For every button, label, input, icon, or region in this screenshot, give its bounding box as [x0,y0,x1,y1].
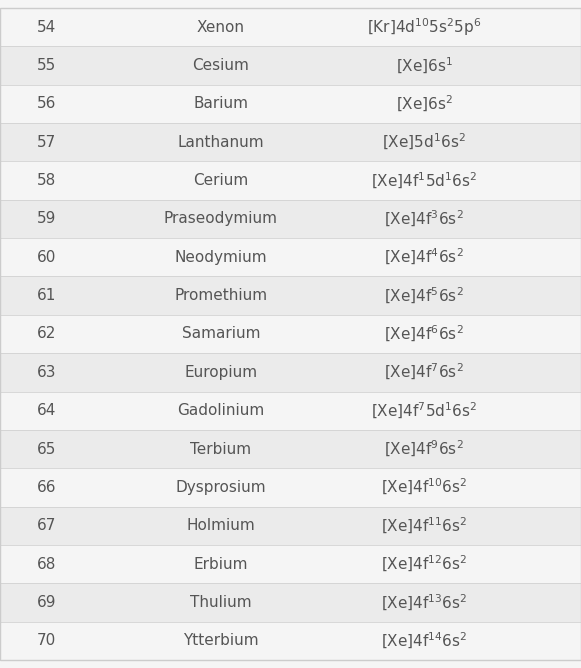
Text: 70: 70 [37,633,56,649]
Text: Neodymium: Neodymium [174,250,267,265]
Text: Terbium: Terbium [190,442,252,456]
Text: $\mathregular{[Xe]4f^{3}6s^{2}}$: $\mathregular{[Xe]4f^{3}6s^{2}}$ [384,209,464,229]
FancyBboxPatch shape [0,391,581,430]
Text: $\mathregular{[Xe]4f^{7}5d^{1}6s^{2}}$: $\mathregular{[Xe]4f^{7}5d^{1}6s^{2}}$ [371,401,478,421]
Text: 63: 63 [37,365,56,380]
Text: 66: 66 [37,480,56,495]
Text: Samarium: Samarium [181,327,260,341]
Text: Erbium: Erbium [193,556,248,572]
Text: 54: 54 [37,19,56,35]
FancyBboxPatch shape [0,8,581,46]
Text: Thulium: Thulium [190,595,252,610]
FancyBboxPatch shape [0,468,581,506]
Text: Gadolinium: Gadolinium [177,403,264,418]
Text: 60: 60 [37,250,56,265]
Text: Barium: Barium [193,96,248,112]
Text: 57: 57 [37,135,56,150]
Text: 59: 59 [37,212,56,226]
Text: $\mathregular{[Xe]4f^{4}6s^{2}}$: $\mathregular{[Xe]4f^{4}6s^{2}}$ [384,247,464,267]
Text: $\mathregular{[Xe]5d^{1}6s^{2}}$: $\mathregular{[Xe]5d^{1}6s^{2}}$ [382,132,466,152]
FancyBboxPatch shape [0,123,581,162]
FancyBboxPatch shape [0,238,581,277]
Text: $\mathregular{[Xe]4f^{13}6s^{2}}$: $\mathregular{[Xe]4f^{13}6s^{2}}$ [381,593,467,613]
FancyBboxPatch shape [0,46,581,85]
FancyBboxPatch shape [0,162,581,200]
Text: $\mathregular{[Xe]4f^{11}6s^{2}}$: $\mathregular{[Xe]4f^{11}6s^{2}}$ [381,516,467,536]
Text: 62: 62 [37,327,56,341]
Text: $\mathregular{[Xe]4f^{10}6s^{2}}$: $\mathregular{[Xe]4f^{10}6s^{2}}$ [381,478,467,498]
Text: Holmium: Holmium [187,518,255,533]
Text: 68: 68 [37,556,56,572]
Text: $\mathregular{[Xe]4f^{12}6s^{2}}$: $\mathregular{[Xe]4f^{12}6s^{2}}$ [381,554,467,574]
FancyBboxPatch shape [0,622,581,660]
Text: Dysprosium: Dysprosium [175,480,266,495]
Text: $\mathregular{[Xe]6s^{2}}$: $\mathregular{[Xe]6s^{2}}$ [396,94,453,114]
Text: $\mathregular{[Xe]4f^{14}6s^{2}}$: $\mathregular{[Xe]4f^{14}6s^{2}}$ [381,631,467,651]
Text: 65: 65 [37,442,56,456]
Text: Xenon: Xenon [197,19,245,35]
FancyBboxPatch shape [0,545,581,583]
FancyBboxPatch shape [0,277,581,315]
Text: 56: 56 [37,96,56,112]
Text: Europium: Europium [184,365,257,380]
Text: Cesium: Cesium [192,58,249,73]
Text: 58: 58 [37,173,56,188]
Text: $\mathregular{[Xe]4f^{5}6s^{2}}$: $\mathregular{[Xe]4f^{5}6s^{2}}$ [384,286,464,306]
Text: 55: 55 [37,58,56,73]
Text: 67: 67 [37,518,56,533]
Text: Ytterbium: Ytterbium [183,633,259,649]
Text: 64: 64 [37,403,56,418]
FancyBboxPatch shape [0,506,581,545]
Text: $\mathregular{[Kr]4d^{10}5s^{2}5p^{6}}$: $\mathregular{[Kr]4d^{10}5s^{2}5p^{6}}$ [367,16,481,38]
FancyBboxPatch shape [0,430,581,468]
Text: Cerium: Cerium [193,173,249,188]
Text: 69: 69 [37,595,56,610]
FancyBboxPatch shape [0,85,581,123]
FancyBboxPatch shape [0,583,581,622]
Text: Promethium: Promethium [174,288,267,303]
Text: $\mathregular{[Xe]4f^{7}6s^{2}}$: $\mathregular{[Xe]4f^{7}6s^{2}}$ [384,362,464,382]
Text: $\mathregular{[Xe]6s^{1}}$: $\mathregular{[Xe]6s^{1}}$ [396,55,453,75]
Text: Praseodymium: Praseodymium [164,212,278,226]
Text: $\mathregular{[Xe]4f^{6}6s^{2}}$: $\mathregular{[Xe]4f^{6}6s^{2}}$ [384,324,464,344]
Text: $\mathregular{[Xe]4f^{9}6s^{2}}$: $\mathregular{[Xe]4f^{9}6s^{2}}$ [384,439,464,459]
FancyBboxPatch shape [0,200,581,238]
Text: Lanthanum: Lanthanum [177,135,264,150]
FancyBboxPatch shape [0,353,581,391]
Text: $\mathregular{[Xe]4f^{1}5d^{1}6s^{2}}$: $\mathregular{[Xe]4f^{1}5d^{1}6s^{2}}$ [371,170,478,190]
FancyBboxPatch shape [0,315,581,353]
Text: 61: 61 [37,288,56,303]
